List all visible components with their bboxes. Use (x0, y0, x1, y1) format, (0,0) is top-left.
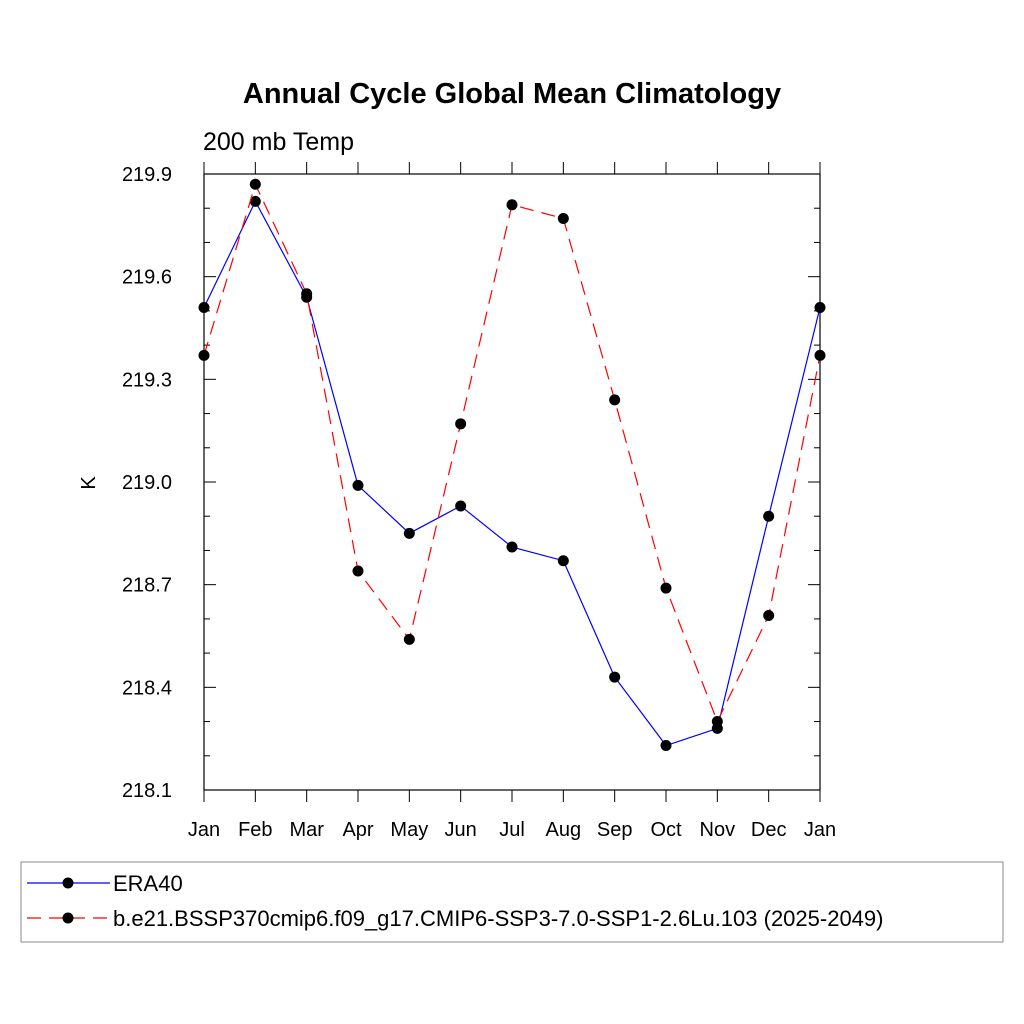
data-point (609, 394, 621, 406)
data-point (403, 527, 415, 539)
data-point (455, 500, 467, 512)
data-point (660, 582, 672, 594)
chart-subtitle: 200 mb Temp (203, 128, 354, 156)
data-point (301, 288, 313, 300)
data-point (198, 349, 210, 361)
legend-marker-sample (62, 912, 74, 924)
data-point (557, 555, 569, 567)
y-tick-label: 218.1 (122, 780, 172, 802)
series-model (198, 178, 826, 728)
x-tick-label: Jan (804, 819, 836, 841)
x-tick-label: Dec (751, 819, 787, 841)
y-tick-label: 219.0 (122, 472, 172, 494)
data-point (249, 195, 261, 207)
legend-label-model: b.e21.BSSP370cmip6.f09_g17.CMIP6-SSP3-7.… (113, 906, 883, 931)
x-tick-label: Feb (238, 819, 272, 841)
x-tick-label: Aug (546, 819, 582, 841)
x-tick-label: Jan (188, 819, 220, 841)
chart-title: Annual Cycle Global Mean Climatology (243, 78, 781, 110)
data-point (763, 510, 775, 522)
legend: ERA40 b.e21.BSSP370cmip6.f09_g17.CMIP6-S… (20, 861, 1004, 943)
y-axis-label: K (78, 476, 100, 490)
axes: 219.9 219.6 219.3 219.0 218.7 218.4 218.1 Jan Fe… (122, 162, 836, 841)
data-point (814, 349, 826, 361)
data-point (711, 716, 723, 728)
data-point (352, 479, 364, 491)
legend-samples (27, 877, 110, 924)
plot-frame (203, 173, 821, 791)
y-tick-label: 219.6 (122, 267, 172, 289)
data-point (352, 565, 364, 577)
x-tick-label: Oct (650, 819, 682, 841)
y-tick-label: 219.3 (122, 369, 172, 391)
data-point (557, 212, 569, 224)
x-tick-label: Jul (499, 819, 525, 841)
series-line (203, 182, 821, 724)
data-point (814, 301, 826, 313)
y-tick-label: 218.4 (122, 677, 172, 699)
data-point (506, 199, 518, 211)
x-tick-label: May (390, 819, 428, 841)
data-point (506, 541, 518, 553)
data-point (249, 178, 261, 190)
y-tick-label: 218.7 (122, 575, 172, 597)
legend-box (20, 861, 1004, 943)
x-tick-label: Apr (342, 819, 373, 841)
data-point (763, 609, 775, 621)
data-point (609, 671, 621, 683)
x-tick-label: Mar (289, 819, 324, 841)
series-era40 (198, 195, 826, 752)
data-point (403, 633, 415, 645)
series-line (203, 200, 821, 747)
x-tick-label: Nov (700, 819, 736, 841)
y-tick-label: 219.9 (122, 164, 172, 186)
legend-marker-sample (62, 877, 74, 889)
legend-label-era40: ERA40 (113, 871, 183, 896)
series-layer (198, 178, 826, 752)
data-point (660, 740, 672, 752)
x-tick-label: Jun (445, 819, 477, 841)
x-tick-label: Sep (597, 819, 633, 841)
data-point (198, 301, 210, 313)
data-point (455, 418, 467, 430)
